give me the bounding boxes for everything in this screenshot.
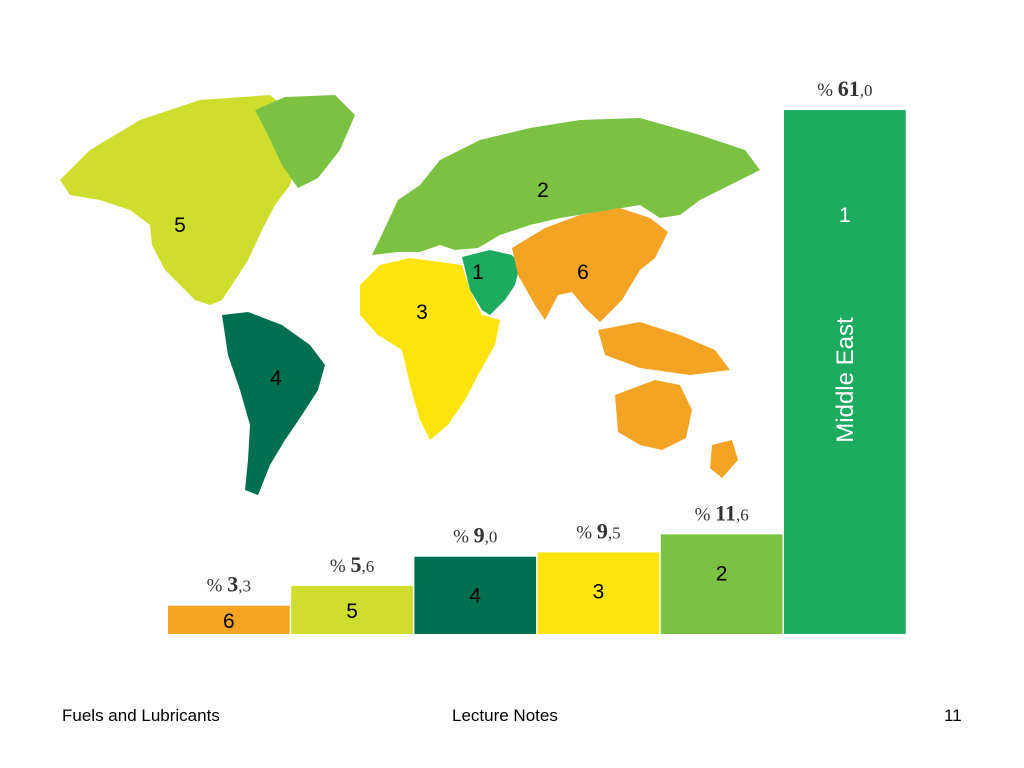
footer-course-title: Fuels and Lubricants xyxy=(62,706,220,725)
map-region-middle-east xyxy=(462,250,520,315)
map-region-label-1: 1 xyxy=(472,261,484,284)
bar-value-label-6: % 3,3 xyxy=(207,572,251,597)
map-region-south-america xyxy=(222,312,325,495)
bar-value-label-2: % 11,6 xyxy=(695,500,749,525)
map-region-africa xyxy=(360,258,500,440)
map-region-label-2: 2 xyxy=(537,179,549,202)
map-region-asia xyxy=(512,208,668,322)
map-region-southeast-asia xyxy=(598,322,730,375)
map-region-new-zealand xyxy=(710,440,738,478)
map-region-label-4: 4 xyxy=(270,367,282,390)
bar-value-label-4: % 9,0 xyxy=(453,523,497,548)
bar-category-label-5: 5 xyxy=(346,600,358,623)
footer-center-text: Lecture Notes xyxy=(452,706,558,725)
bar-1 xyxy=(784,110,906,634)
bar-2 xyxy=(660,534,783,634)
bar-category-label-4: 4 xyxy=(469,585,481,608)
map-region-eurasia xyxy=(372,118,760,255)
bar-4 xyxy=(414,556,537,634)
bar-category-label-2: 2 xyxy=(716,562,728,585)
map-region-australia xyxy=(615,380,692,450)
bar-5 xyxy=(291,585,413,634)
bar-value-label-3: % 9,5 xyxy=(576,518,620,543)
bar-category-label-3: 3 xyxy=(593,580,605,603)
bar-6 xyxy=(168,605,290,634)
bar-category-label-6: 6 xyxy=(223,610,235,633)
page-number: 11 xyxy=(944,706,962,725)
bar-value-label-5: % 5,6 xyxy=(330,552,374,577)
bar-highlight-label: Middle East xyxy=(832,317,859,443)
map-region-label-3: 3 xyxy=(416,301,428,324)
map-region-greenland xyxy=(255,95,355,188)
bar-value-label-1: % 61,0 xyxy=(817,76,872,101)
bar-category-label-1: 1 xyxy=(839,204,851,227)
bar-3 xyxy=(537,552,660,634)
map-region-label-6: 6 xyxy=(577,261,589,284)
map-region-label-5: 5 xyxy=(174,214,186,237)
map-region-north-america xyxy=(60,95,300,305)
